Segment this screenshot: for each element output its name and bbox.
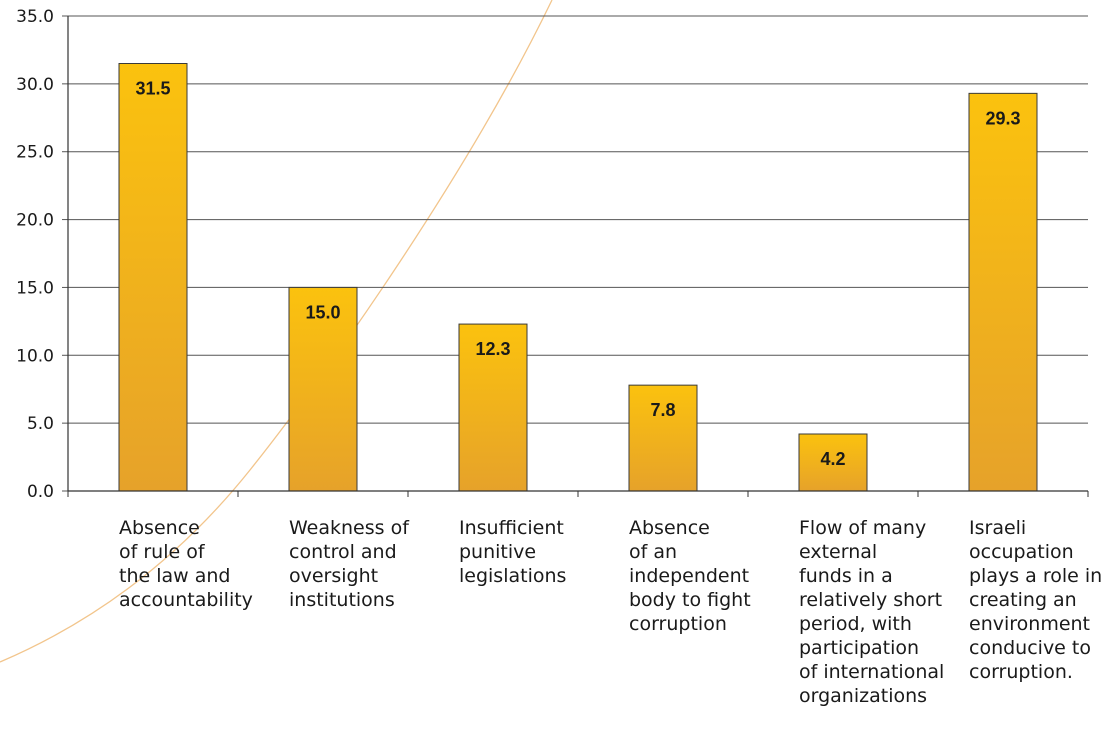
x-category-label: Insufficient punitive legislations [459, 517, 567, 587]
bar [968, 92, 1038, 492]
x-category-label: Absence of an independent body to fight … [629, 517, 751, 635]
x-category-label: Absence of rule of the law and accountab… [119, 517, 253, 611]
bar-value-label: 4.2 [820, 449, 845, 469]
x-category-label: Flow of many external funds in a relativ… [799, 517, 945, 707]
bar [118, 63, 188, 492]
y-tick-label: 20.0 [16, 211, 54, 231]
bar-value-label: 29.3 [985, 108, 1020, 128]
bar [628, 384, 698, 492]
y-tick-label: 15.0 [16, 278, 54, 298]
y-tick-label: 30.0 [16, 75, 54, 95]
y-tick-label: 0.0 [27, 482, 54, 502]
bar [288, 286, 358, 492]
decorative-arc [0, 0, 553, 663]
y-tick-label: 25.0 [16, 143, 54, 163]
x-category-label: Israeli occupation plays a role in creat… [969, 517, 1103, 683]
bar-value-label: 15.0 [305, 302, 340, 322]
y-tick-label: 35.0 [16, 7, 54, 27]
y-tick-label: 5.0 [27, 414, 54, 434]
bar-value-label: 12.3 [475, 339, 510, 359]
bar-value-label: 31.5 [135, 79, 170, 99]
x-category-label: Weakness of control and oversight instit… [289, 517, 409, 611]
y-tick-label: 10.0 [16, 346, 54, 366]
bar [458, 323, 528, 492]
bar [798, 433, 868, 492]
bar-value-label: 7.8 [650, 400, 675, 420]
